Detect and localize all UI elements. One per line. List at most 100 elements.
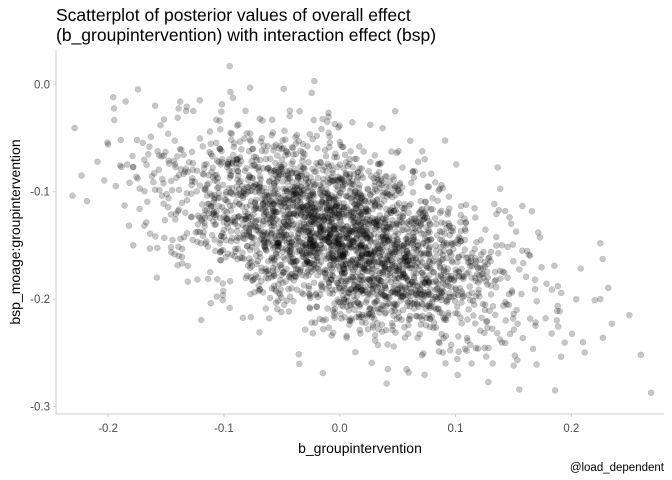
data-point — [350, 293, 357, 300]
data-point — [422, 242, 430, 249]
data-point — [175, 171, 183, 179]
data-point — [468, 289, 476, 296]
data-point — [477, 236, 485, 244]
data-point — [339, 253, 346, 261]
data-point — [335, 235, 342, 243]
data-point — [460, 273, 468, 281]
data-point — [449, 224, 457, 232]
data-point — [351, 278, 359, 285]
data-point — [414, 247, 421, 254]
data-point — [370, 306, 378, 313]
data-point — [482, 278, 490, 285]
data-point — [264, 142, 272, 150]
data-point — [342, 277, 350, 285]
data-point — [425, 291, 432, 298]
data-point — [333, 202, 340, 209]
data-point — [255, 182, 263, 189]
data-point — [326, 194, 334, 202]
data-point — [332, 176, 339, 184]
data-point — [392, 183, 400, 190]
data-point — [374, 242, 382, 250]
data-point — [311, 220, 318, 227]
data-point — [364, 291, 371, 298]
data-point — [167, 244, 175, 251]
data-point — [314, 265, 322, 273]
data-point — [472, 344, 480, 352]
data-point — [526, 252, 534, 259]
data-point — [351, 200, 358, 208]
data-point — [289, 158, 297, 165]
data-point — [339, 253, 346, 260]
data-point — [336, 122, 343, 129]
data-point — [301, 226, 308, 233]
data-point — [373, 262, 380, 270]
data-point — [324, 193, 331, 200]
data-point — [361, 266, 369, 274]
data-point — [307, 226, 315, 233]
data-point — [326, 231, 334, 239]
data-point — [270, 200, 277, 207]
data-point — [321, 236, 329, 244]
data-point — [384, 365, 392, 373]
data-point — [367, 305, 374, 313]
data-point — [327, 231, 334, 238]
data-point — [426, 221, 434, 229]
data-point — [302, 260, 309, 268]
data-point — [416, 226, 423, 234]
data-point — [423, 250, 431, 257]
data-point — [338, 244, 345, 252]
data-point — [168, 186, 176, 194]
data-point — [252, 218, 259, 225]
data-point — [357, 254, 364, 262]
data-point — [421, 292, 428, 299]
data-point — [262, 268, 269, 276]
data-point — [339, 303, 347, 310]
data-point — [371, 203, 378, 210]
data-point — [276, 291, 284, 298]
data-point — [279, 225, 286, 232]
data-point — [425, 236, 433, 244]
data-point — [291, 203, 299, 210]
data-point — [408, 215, 415, 223]
data-point — [312, 242, 319, 249]
data-point — [335, 124, 342, 131]
data-point — [401, 272, 409, 280]
data-point — [448, 275, 455, 282]
data-point — [554, 282, 562, 290]
data-point — [368, 282, 375, 290]
data-point — [310, 181, 318, 188]
data-point — [217, 126, 224, 133]
data-point — [467, 254, 475, 261]
data-point — [277, 163, 285, 171]
data-point — [261, 192, 269, 199]
data-point — [429, 278, 436, 286]
data-point — [286, 167, 294, 174]
data-point — [317, 159, 325, 167]
data-point — [389, 248, 396, 256]
data-point — [452, 266, 459, 273]
data-point — [232, 245, 239, 253]
data-point — [494, 329, 501, 337]
data-point — [243, 203, 250, 211]
data-point — [350, 237, 357, 245]
data-point — [247, 264, 254, 272]
data-point — [246, 130, 254, 137]
data-point — [404, 261, 411, 268]
data-point — [494, 164, 501, 171]
data-point — [349, 119, 356, 126]
data-point — [434, 197, 441, 205]
data-point — [395, 148, 402, 155]
data-point — [298, 183, 305, 191]
data-point — [147, 133, 155, 141]
data-point — [278, 271, 285, 279]
data-point — [453, 303, 461, 311]
data-point — [287, 259, 295, 266]
data-point — [283, 239, 291, 247]
data-point — [454, 258, 461, 266]
data-point — [259, 199, 267, 207]
data-point — [458, 319, 465, 327]
data-point — [354, 262, 362, 269]
data-point — [418, 300, 426, 308]
data-point — [365, 257, 372, 264]
data-point — [599, 255, 606, 263]
